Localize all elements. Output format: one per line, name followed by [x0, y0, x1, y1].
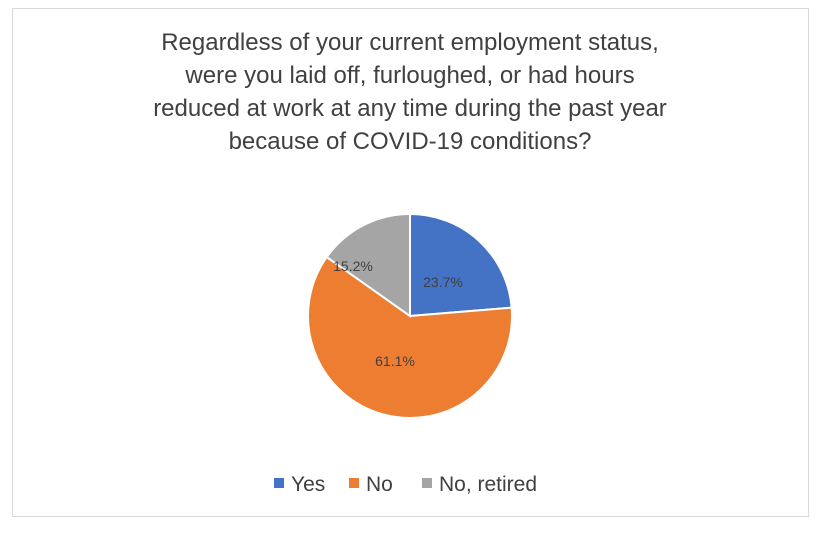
- legend-label: No: [366, 473, 393, 496]
- pie-slice-no-retired: [325, 212, 411, 318]
- legend-swatch: [422, 478, 432, 488]
- title-line: reduced at work at any time during the p…: [153, 95, 667, 122]
- title-line: because of COVID-19 conditions?: [228, 128, 592, 155]
- legend-label: No, retired: [439, 473, 537, 496]
- data-label: 15.2%: [333, 258, 373, 274]
- pie-slice-yes: [409, 212, 513, 318]
- data-label: 23.7%: [423, 274, 463, 290]
- legend-swatch: [274, 478, 284, 488]
- legend-swatch: [349, 478, 359, 488]
- chart-frame: [12, 8, 809, 517]
- chart-title: Regardless of your current employment st…: [60, 26, 760, 158]
- pie-slice-no: [307, 255, 513, 419]
- title-line: were you laid off, furloughed, or had ho…: [185, 62, 635, 89]
- title-line: Regardless of your current employment st…: [161, 29, 659, 56]
- data-label: 61.1%: [375, 353, 415, 369]
- legend-label: Yes: [291, 473, 325, 496]
